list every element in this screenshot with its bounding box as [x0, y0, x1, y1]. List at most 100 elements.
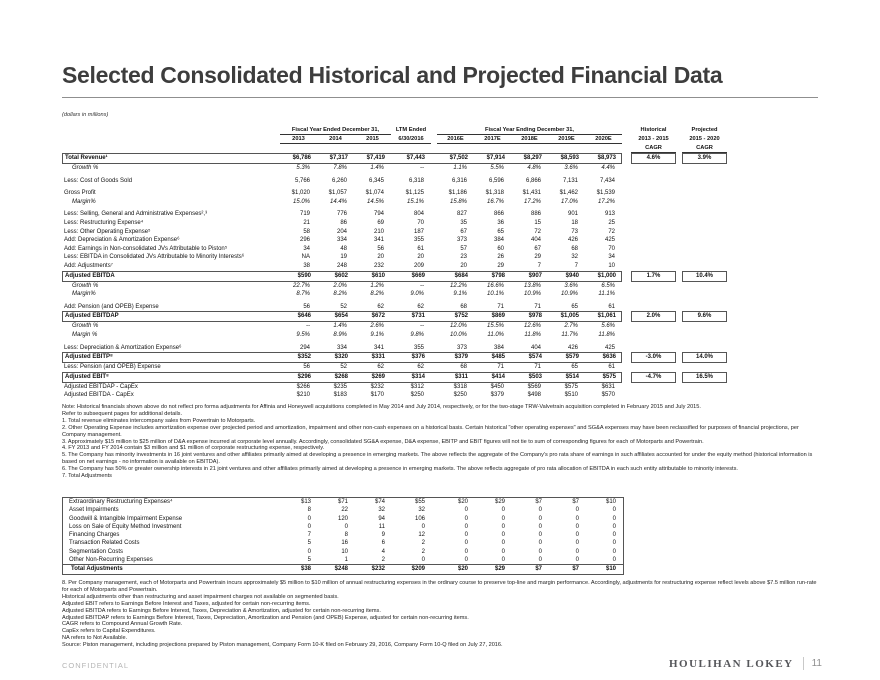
historical-cagr-value [631, 210, 676, 219]
row-value: 8.7% [296, 291, 310, 298]
row-main: Adjusted EBITDA - CapEx $210 $183 $170 $250 $… [62, 391, 622, 400]
row-value: 57 [460, 245, 467, 252]
row-main: Margin % 9.5% 8.9% 9.1% 9.8% 10.0% 11.0% 11.8% 1… [62, 331, 622, 340]
row-main: Less: Cost of Goods Sold 5,766 6,260 6,345 6… [62, 177, 622, 186]
row-value: $503 [528, 373, 542, 380]
cagr-cells [631, 363, 727, 372]
row-value: 61 [608, 303, 615, 310]
projected-cagr-value [682, 177, 727, 186]
row-label: Adjusted EBITDAP - CapEx [64, 383, 138, 390]
row-value: 0 [538, 540, 542, 547]
header-cagr-section: 2013 - 2015 2015 - 2020 [631, 135, 727, 144]
historical-cagr-value [631, 383, 676, 392]
year-header-2013: 2013 [280, 135, 317, 144]
row-value: $602 [334, 272, 348, 279]
row-value: -- [306, 323, 310, 330]
row-value: 209 [413, 262, 424, 269]
row-value: 0 [501, 532, 505, 539]
row-value: 296 [299, 237, 310, 244]
historical-cagr-value: 2.0% [631, 311, 676, 323]
row-value: 10 [341, 548, 348, 555]
row-value: $74 [374, 499, 385, 505]
row-value: $1,005 [560, 313, 579, 320]
row-value: $646 [297, 313, 311, 320]
row-label: Margin % [72, 331, 98, 338]
projected-cagr-value [682, 262, 727, 271]
row-value: 29 [534, 254, 541, 261]
projected-cagr-value [682, 219, 727, 228]
projected-range-header: 2015 - 2020 [689, 136, 720, 142]
row-value: $7,419 [366, 155, 385, 161]
row-value: 0 [464, 515, 468, 522]
row-value: 12.2% [449, 282, 467, 289]
row-value: 5.5% [490, 165, 504, 171]
projected-cagr-value [682, 282, 727, 291]
row-value: 15.8% [449, 198, 467, 205]
row-value: $6,786 [292, 155, 311, 161]
row-value: 3.6% [564, 282, 578, 289]
row-value: 68 [460, 303, 467, 310]
row-main: Less: Depreciation & Amortization Expens… [62, 344, 622, 353]
cagr-cells [631, 322, 727, 331]
row-label: Gross Profit [64, 190, 96, 197]
row-value: 0 [575, 515, 579, 522]
projected-cagr-value: 16.5% [682, 371, 727, 383]
row-value: 6 [381, 540, 385, 547]
row-value: 294 [299, 344, 310, 351]
cagr-cells: 1.7% 10.4% [631, 270, 727, 282]
historical-range-header: 2013 - 2015 [638, 136, 669, 142]
row-value: 8 [307, 507, 311, 514]
row-main: Add: Adjustments⁷ 38 248 232 209 20 29 7 7 10 [62, 262, 622, 271]
row-label: Margin% [72, 198, 96, 205]
footnote: Adjusted EBITDAP refers to Earnings Befo… [62, 614, 469, 621]
row-label: Extraordinary Restructuring Expenses⁴ [69, 499, 173, 505]
projected-cagr-value [682, 245, 727, 254]
row-value: $569 [527, 383, 541, 390]
row-value: 70 [417, 219, 424, 226]
row-value: 425 [604, 237, 615, 244]
row-value: 0 [501, 548, 505, 555]
row-value: $7,502 [449, 155, 468, 161]
row-label: Financing Charges [69, 532, 120, 539]
row-value: 232 [373, 262, 384, 269]
row-main: Total Adjustments $38 $248 $232 $209 $20 $29 $7… [63, 564, 623, 573]
row-value: 11.0% [487, 331, 504, 338]
row-value: 355 [413, 237, 424, 244]
historical-cagr-value [631, 344, 676, 353]
row-value: 204 [336, 228, 347, 235]
row-main: Growth % 5.3% 7.8% 1.4% -- 1.1% 5.5% 4.8% 3.6% 4.… [62, 164, 622, 173]
row-value: $232 [370, 383, 384, 390]
row-value: 719 [299, 211, 310, 218]
historical-cagr-value [631, 303, 676, 312]
empty-header-cell [62, 135, 280, 144]
row-main: Goodwill & Intangible Impairment Expense… [63, 515, 623, 523]
cagr-cells [631, 164, 727, 173]
row-value: $498 [527, 392, 541, 399]
row-value: 0 [575, 540, 579, 547]
row-label: Total Adjustments [71, 566, 123, 573]
year-header-2014: 2014 [317, 135, 354, 144]
row-value: 7 [537, 262, 541, 269]
row-value: 0 [538, 523, 542, 530]
projected-cagr-value [682, 210, 727, 219]
row-value: 34 [608, 254, 615, 261]
row-label: Segmentation Costs [69, 548, 124, 555]
row-value: $210 [296, 392, 310, 399]
footnote: Note: Historical financials shown above … [62, 404, 701, 410]
row-value: 20 [417, 254, 424, 261]
cagr-cells [631, 189, 727, 198]
row-value: $450 [490, 383, 504, 390]
row-value: $590 [297, 272, 311, 279]
table-row: Other Non-Recurring Expenses 5 1 2 0 0 0 0 0 0 [63, 556, 623, 564]
header-main-section: Fiscal Year Ended December 31, LTM Ended… [62, 126, 622, 135]
row-value: 2.0% [333, 282, 347, 289]
row-value: 16.7% [486, 198, 504, 205]
row-value: 106 [414, 515, 425, 522]
row-value: -- [420, 165, 424, 171]
cagr-cells [631, 262, 727, 271]
projected-cagr-value [682, 383, 727, 392]
row-value: 248 [336, 262, 347, 269]
row-value: $183 [333, 392, 347, 399]
row-value: 0 [501, 507, 505, 514]
table-row: Add: Adjustments⁷ 38 248 232 209 20 29 7 7 10 [62, 262, 727, 271]
